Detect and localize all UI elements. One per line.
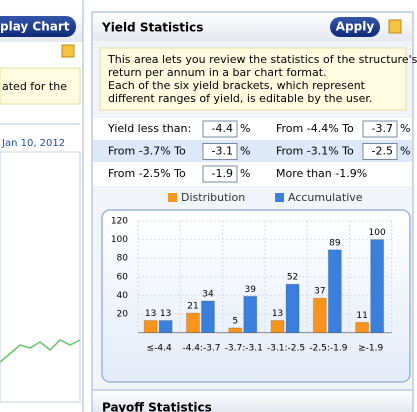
field-label: From -3.1% To xyxy=(276,145,354,158)
x-tick-label: -4.4:-3.7 xyxy=(182,344,220,354)
value-label: 100 xyxy=(369,228,386,238)
value-label: 13 xyxy=(145,309,156,319)
apply-button[interactable] xyxy=(330,17,380,37)
bar xyxy=(228,327,243,334)
left-chart xyxy=(0,151,81,403)
field-value[interactable]: -1.9 xyxy=(212,167,233,180)
x-tick-label: -3.7:-3.1 xyxy=(225,344,263,354)
bar xyxy=(200,300,215,334)
legend-swatch xyxy=(168,193,177,202)
x-tick-label: -3.1:-2.5 xyxy=(267,344,305,354)
value-label: 89 xyxy=(329,238,341,248)
field-label: More than -1.9% xyxy=(276,167,367,180)
description-line: return per annum in a bar chart format. xyxy=(108,66,327,79)
legend-label: Distribution xyxy=(181,191,245,204)
bar xyxy=(370,239,385,334)
x-tick-label: ≥-1.9 xyxy=(358,344,383,354)
description-line: This area lets you review the statistics… xyxy=(107,53,417,66)
y-tick-label: 20 xyxy=(117,310,129,320)
bar xyxy=(143,320,158,334)
field-unit: % xyxy=(400,145,410,158)
bar xyxy=(185,312,200,334)
description-box xyxy=(99,47,407,111)
next-section-title: Payoff Statistics xyxy=(102,401,212,412)
description-line: Each of the six yield brackets, which re… xyxy=(108,79,366,92)
description-line: different ranges of yield, is editable b… xyxy=(108,92,372,105)
value-label: 39 xyxy=(245,285,257,295)
left-button-label[interactable]: play Chart xyxy=(0,20,70,34)
bar xyxy=(312,297,327,334)
panel-title: Yield Statistics xyxy=(101,21,203,35)
value-label: 34 xyxy=(202,289,214,299)
field-label: From -4.4% To xyxy=(276,122,354,135)
legend-swatch xyxy=(275,193,284,202)
value-label: 52 xyxy=(287,273,298,283)
y-tick-label: 40 xyxy=(117,291,129,301)
x-tick-label: -2.5:-1.9 xyxy=(309,344,347,354)
left-line xyxy=(0,339,81,363)
field-label: Yield less than: xyxy=(107,122,191,135)
bar xyxy=(355,321,370,334)
field-input[interactable] xyxy=(202,143,238,160)
next-section-header xyxy=(93,390,412,412)
value-label: 13 xyxy=(272,309,283,319)
field-value[interactable]: -4.4 xyxy=(212,122,233,135)
y-tick-label: 60 xyxy=(117,272,129,282)
field-unit: % xyxy=(240,122,250,135)
bar xyxy=(327,249,342,334)
field-input[interactable] xyxy=(362,143,398,160)
field-unit: % xyxy=(400,122,410,135)
field-unit: % xyxy=(240,167,250,180)
field-label: From -2.5% To xyxy=(108,167,186,180)
bar xyxy=(270,320,285,334)
legend-label: Accumulative xyxy=(288,191,363,204)
y-tick-label: 120 xyxy=(111,217,128,227)
y-tick-label: 100 xyxy=(111,235,128,245)
x-tick-label: ≤-4.4 xyxy=(147,344,172,354)
bar xyxy=(243,295,258,334)
panel-icon[interactable] xyxy=(388,19,402,34)
field-label: From -3.7% To xyxy=(108,145,186,158)
bar xyxy=(158,320,173,334)
apply-label[interactable]: Apply xyxy=(336,20,375,34)
left-icon[interactable] xyxy=(61,44,75,58)
field-input[interactable] xyxy=(202,165,238,183)
left-note: ated for the xyxy=(2,80,67,93)
field-unit: % xyxy=(240,145,250,158)
left-button[interactable] xyxy=(0,16,76,37)
left-date: Jan 10, 2012 xyxy=(1,138,65,149)
field-input[interactable] xyxy=(362,120,398,138)
field-value[interactable]: -2.5 xyxy=(372,145,393,158)
field-value[interactable]: -3.7 xyxy=(372,122,393,135)
value-label: 11 xyxy=(356,311,367,321)
field-input[interactable] xyxy=(202,120,238,138)
y-tick-label: 80 xyxy=(117,254,129,264)
value-label: 5 xyxy=(232,316,238,326)
field-value[interactable]: -3.1 xyxy=(212,145,233,158)
left-note-box xyxy=(0,67,81,105)
bar xyxy=(285,283,300,334)
value-label: 13 xyxy=(160,309,171,319)
value-label: 21 xyxy=(187,302,198,312)
field-row-alt xyxy=(93,140,412,162)
value-label: 37 xyxy=(314,287,325,297)
